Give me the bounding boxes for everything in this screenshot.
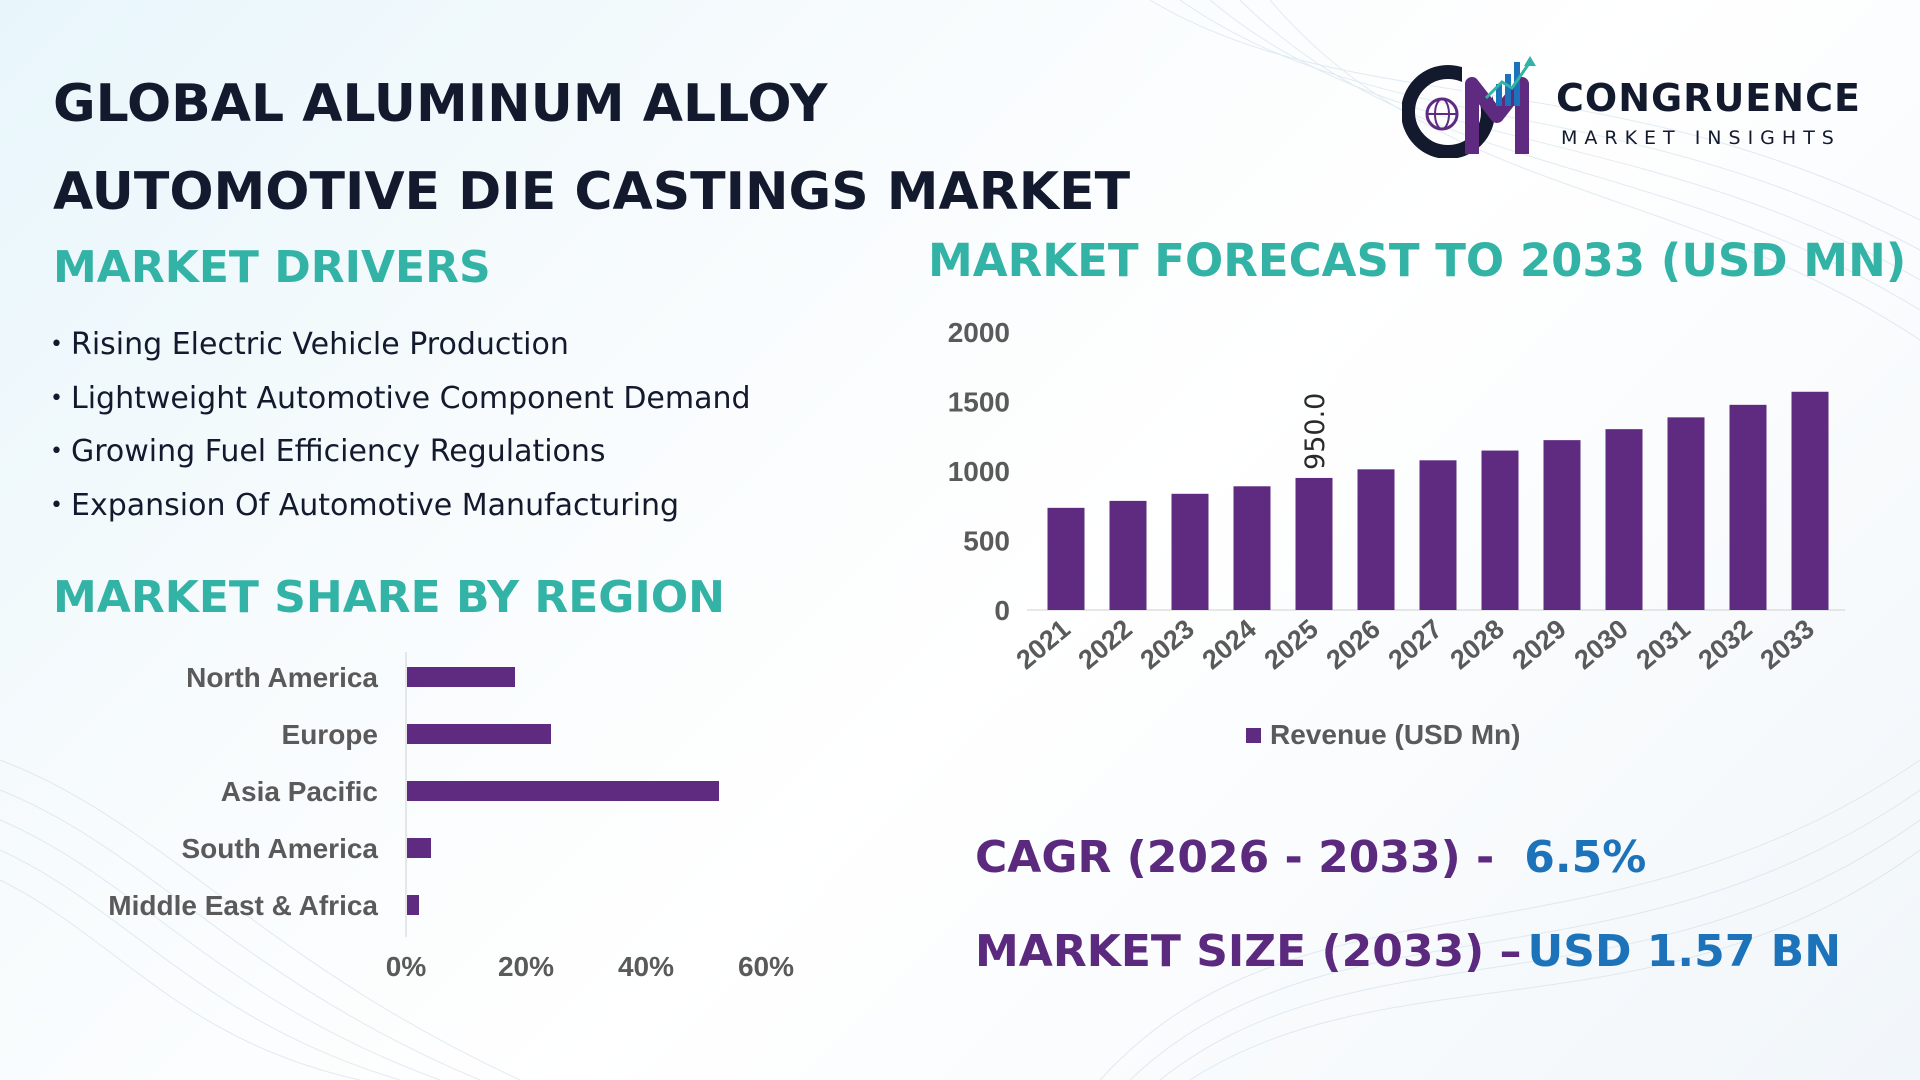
forecast-x-tick-label: 2023 bbox=[1135, 614, 1200, 676]
cagr-value: 6.5% bbox=[1524, 832, 1647, 883]
forecast-x-tick-label: 2027 bbox=[1383, 614, 1448, 676]
forecast-y-tick-label: 0 bbox=[994, 595, 1010, 626]
forecast-x-tick-label: 2032 bbox=[1693, 614, 1758, 676]
region-share-heading: MARKET SHARE BY REGION bbox=[53, 572, 725, 623]
driver-item: • Growing Fuel Efficiency Regulations bbox=[50, 429, 751, 483]
region-bar bbox=[407, 724, 551, 744]
market-size-label: MARKET SIZE (2033) – bbox=[975, 926, 1522, 977]
region-category-label: South America bbox=[181, 833, 378, 864]
cagr-kpi: CAGR (2026 - 2033) - 6.5% bbox=[975, 832, 1646, 883]
region-category-label: Middle East & Africa bbox=[108, 890, 378, 921]
forecast-bar bbox=[1233, 486, 1271, 610]
forecast-bar bbox=[1357, 469, 1395, 610]
forecast-bar bbox=[1109, 500, 1147, 610]
forecast-bar bbox=[1543, 440, 1581, 610]
driver-item: • Rising Electric Vehicle Production bbox=[50, 322, 751, 376]
region-bar bbox=[407, 895, 419, 915]
region-category-label: Europe bbox=[282, 719, 378, 750]
region-x-tick-label: 60% bbox=[738, 951, 794, 982]
logo-name: CONGRUENCE bbox=[1556, 76, 1861, 120]
region-bar bbox=[407, 838, 431, 858]
region-category-label: Asia Pacific bbox=[221, 776, 378, 807]
forecast-y-tick-label: 1000 bbox=[948, 456, 1010, 487]
forecast-bar bbox=[1605, 429, 1643, 610]
region-x-tick-label: 20% bbox=[498, 951, 554, 982]
forecast-bar bbox=[1047, 507, 1085, 610]
forecast-heading: MARKET FORECAST TO 2033 (USD MN) bbox=[928, 234, 1907, 287]
logo-tagline: MARKET INSIGHTS bbox=[1561, 127, 1841, 149]
driver-item: • Lightweight Automotive Component Demand bbox=[50, 376, 751, 430]
region-bar bbox=[407, 781, 719, 801]
forecast-x-tick-label: 2022 bbox=[1073, 614, 1138, 676]
forecast-bar bbox=[1295, 477, 1333, 610]
legend-swatch bbox=[1246, 728, 1261, 743]
market-size-kpi: MARKET SIZE (2033) – USD 1.57 BN bbox=[975, 926, 1841, 977]
forecast-y-tick-label: 500 bbox=[963, 526, 1010, 557]
forecast-bar bbox=[1791, 391, 1829, 610]
driver-label: Growing Fuel Efficiency Regulations bbox=[70, 434, 606, 469]
forecast-chart: 0 500 1000 1500 2000 202120222023202420252026… bbox=[948, 317, 1845, 750]
region-x-tick-label: 0% bbox=[386, 951, 427, 982]
forecast-bar bbox=[1171, 493, 1209, 610]
market-size-value: USD 1.57 BN bbox=[1527, 926, 1842, 977]
bullet-icon: • bbox=[50, 439, 63, 464]
forecast-y-tick-label: 2000 bbox=[948, 317, 1010, 348]
page-title: GLOBAL ALUMINUM ALLOY AUTOMOTIVE DIE CAS… bbox=[53, 60, 1130, 236]
driver-label: Rising Electric Vehicle Production bbox=[70, 327, 569, 362]
forecast-x-tick-label: 2026 bbox=[1321, 614, 1386, 676]
legend-label: Revenue (USD Mn) bbox=[1270, 719, 1520, 750]
brand-logo: CONGRUENCE MARKET INSIGHTS bbox=[1401, 54, 1882, 159]
forecast-x-tick-label: 2033 bbox=[1755, 614, 1820, 676]
forecast-x-tick-label: 2030 bbox=[1569, 614, 1634, 676]
cm-globe-growth-logo-icon bbox=[1401, 56, 1536, 159]
forecast-x-tick-label: 2025 bbox=[1259, 614, 1324, 676]
drivers-list: • Rising Electric Vehicle Production • Lig… bbox=[50, 322, 751, 536]
market-drivers-heading: MARKET DRIVERS bbox=[53, 242, 491, 293]
forecast-bar bbox=[1729, 404, 1767, 610]
forecast-data-label: 950.0 bbox=[1300, 393, 1331, 470]
driver-label: Lightweight Automotive Component Demand bbox=[70, 380, 751, 416]
forecast-x-tick-label: 2024 bbox=[1197, 614, 1262, 676]
forecast-y-tick-label: 1500 bbox=[948, 387, 1010, 418]
bullet-icon: • bbox=[50, 332, 63, 357]
bullet-icon: • bbox=[50, 385, 63, 411]
driver-item: • Expansion Of Automotive Manufacturing bbox=[50, 483, 751, 537]
forecast-bar bbox=[1667, 417, 1705, 610]
forecast-x-tick-label: 2028 bbox=[1445, 614, 1510, 676]
title-line-1: GLOBAL ALUMINUM ALLOY bbox=[53, 74, 828, 134]
cagr-label: CAGR (2026 - 2033) - bbox=[975, 832, 1495, 883]
forecast-x-tick-label: 2021 bbox=[1011, 614, 1076, 676]
title-line-2: AUTOMOTIVE DIE CASTINGS MARKET bbox=[53, 162, 1131, 222]
driver-label: Expansion Of Automotive Manufacturing bbox=[70, 487, 680, 523]
forecast-bar bbox=[1481, 450, 1519, 610]
bullet-icon: • bbox=[50, 492, 63, 518]
region-x-tick-label: 40% bbox=[618, 951, 674, 982]
forecast-x-tick-label: 2029 bbox=[1507, 614, 1572, 676]
forecast-bar bbox=[1419, 460, 1457, 610]
region-bar bbox=[407, 667, 515, 687]
region-category-label: North America bbox=[186, 662, 378, 693]
region-share-chart: North America Europe Asia Pacific South Ame… bbox=[108, 652, 794, 982]
forecast-x-tick-label: 2031 bbox=[1631, 614, 1696, 676]
